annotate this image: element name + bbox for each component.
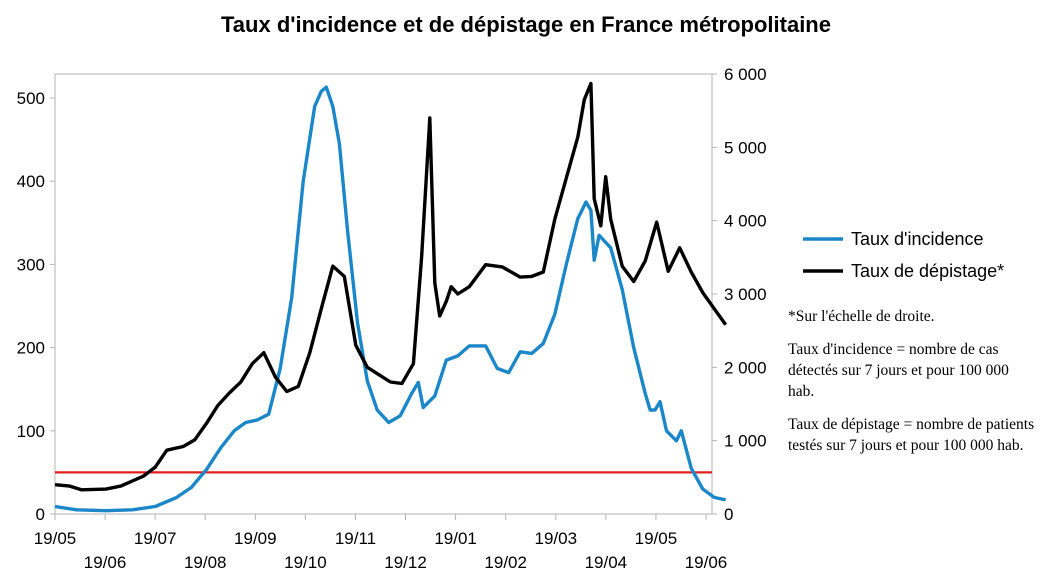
x-tick-label: 19/04 — [585, 553, 628, 572]
x-tick-label: 19/09 — [234, 529, 277, 548]
chart-title: Taux d'incidence et de dépistage en Fran… — [221, 12, 831, 37]
y-right-tick-label: 5 000 — [724, 138, 767, 157]
x-tick-label: 19/03 — [534, 529, 577, 548]
y-left-tick-label: 300 — [17, 255, 45, 274]
y-left-tick-label: 0 — [36, 505, 45, 524]
series-line-1 — [54, 85, 727, 513]
x-tick-label: 19/01 — [434, 529, 477, 548]
series-layer — [54, 81, 728, 513]
x-tick-label: 19/12 — [384, 553, 427, 572]
legend-label-2: Taux de dépistage* — [851, 261, 1004, 281]
axis-layer: 0 100 200 300 400 500 0 1 000 2 000 3 000 4 000 5 0… — [17, 65, 767, 572]
series-line-2 — [54, 81, 728, 492]
x-tick-label: 19/06 — [84, 553, 127, 572]
y-right-tick-label: 1 000 — [724, 432, 767, 451]
x-tick-label: 19/05 — [635, 529, 678, 548]
depistage-definition: Taux de dépistage = nombre de patients t… — [788, 416, 1035, 454]
x-tick-label: 19/11 — [335, 529, 376, 548]
y-left-tick-label: 200 — [17, 339, 45, 358]
chart-notes: *Sur l'échelle de droite. Taux d'inciden… — [788, 306, 1038, 468]
x-tick-label: 19/08 — [184, 553, 227, 572]
x-tick-label: 19/06 — [685, 553, 728, 572]
incidence-definition: Taux d'incidence = nombre de cas détecté… — [788, 341, 1009, 400]
y-right-tick-label: 2 000 — [724, 358, 767, 377]
footnote: *Sur l'échelle de droite. — [788, 308, 935, 325]
y-right-tick-label: 0 — [724, 505, 733, 524]
y-right-tick-label: 4 000 — [724, 212, 767, 231]
x-tick-label: 19/05 — [34, 529, 77, 548]
y-right-tick-label: 3 000 — [724, 285, 767, 304]
y-left-tick-label: 400 — [17, 172, 45, 191]
y-left-tick-label: 100 — [17, 422, 45, 441]
legend: Taux d'incidence Taux de dépistage* — [803, 229, 1004, 281]
plot-frame — [54, 73, 713, 515]
x-tick-label: 19/07 — [134, 529, 177, 548]
x-tick-label: 19/10 — [284, 553, 327, 572]
x-tick-label: 19/02 — [484, 553, 527, 572]
y-right-tick-label: 6 000 — [724, 65, 767, 84]
y-left-tick-label: 500 — [17, 89, 45, 108]
plot-area — [54, 73, 713, 515]
legend-label-1: Taux d'incidence — [851, 229, 984, 249]
